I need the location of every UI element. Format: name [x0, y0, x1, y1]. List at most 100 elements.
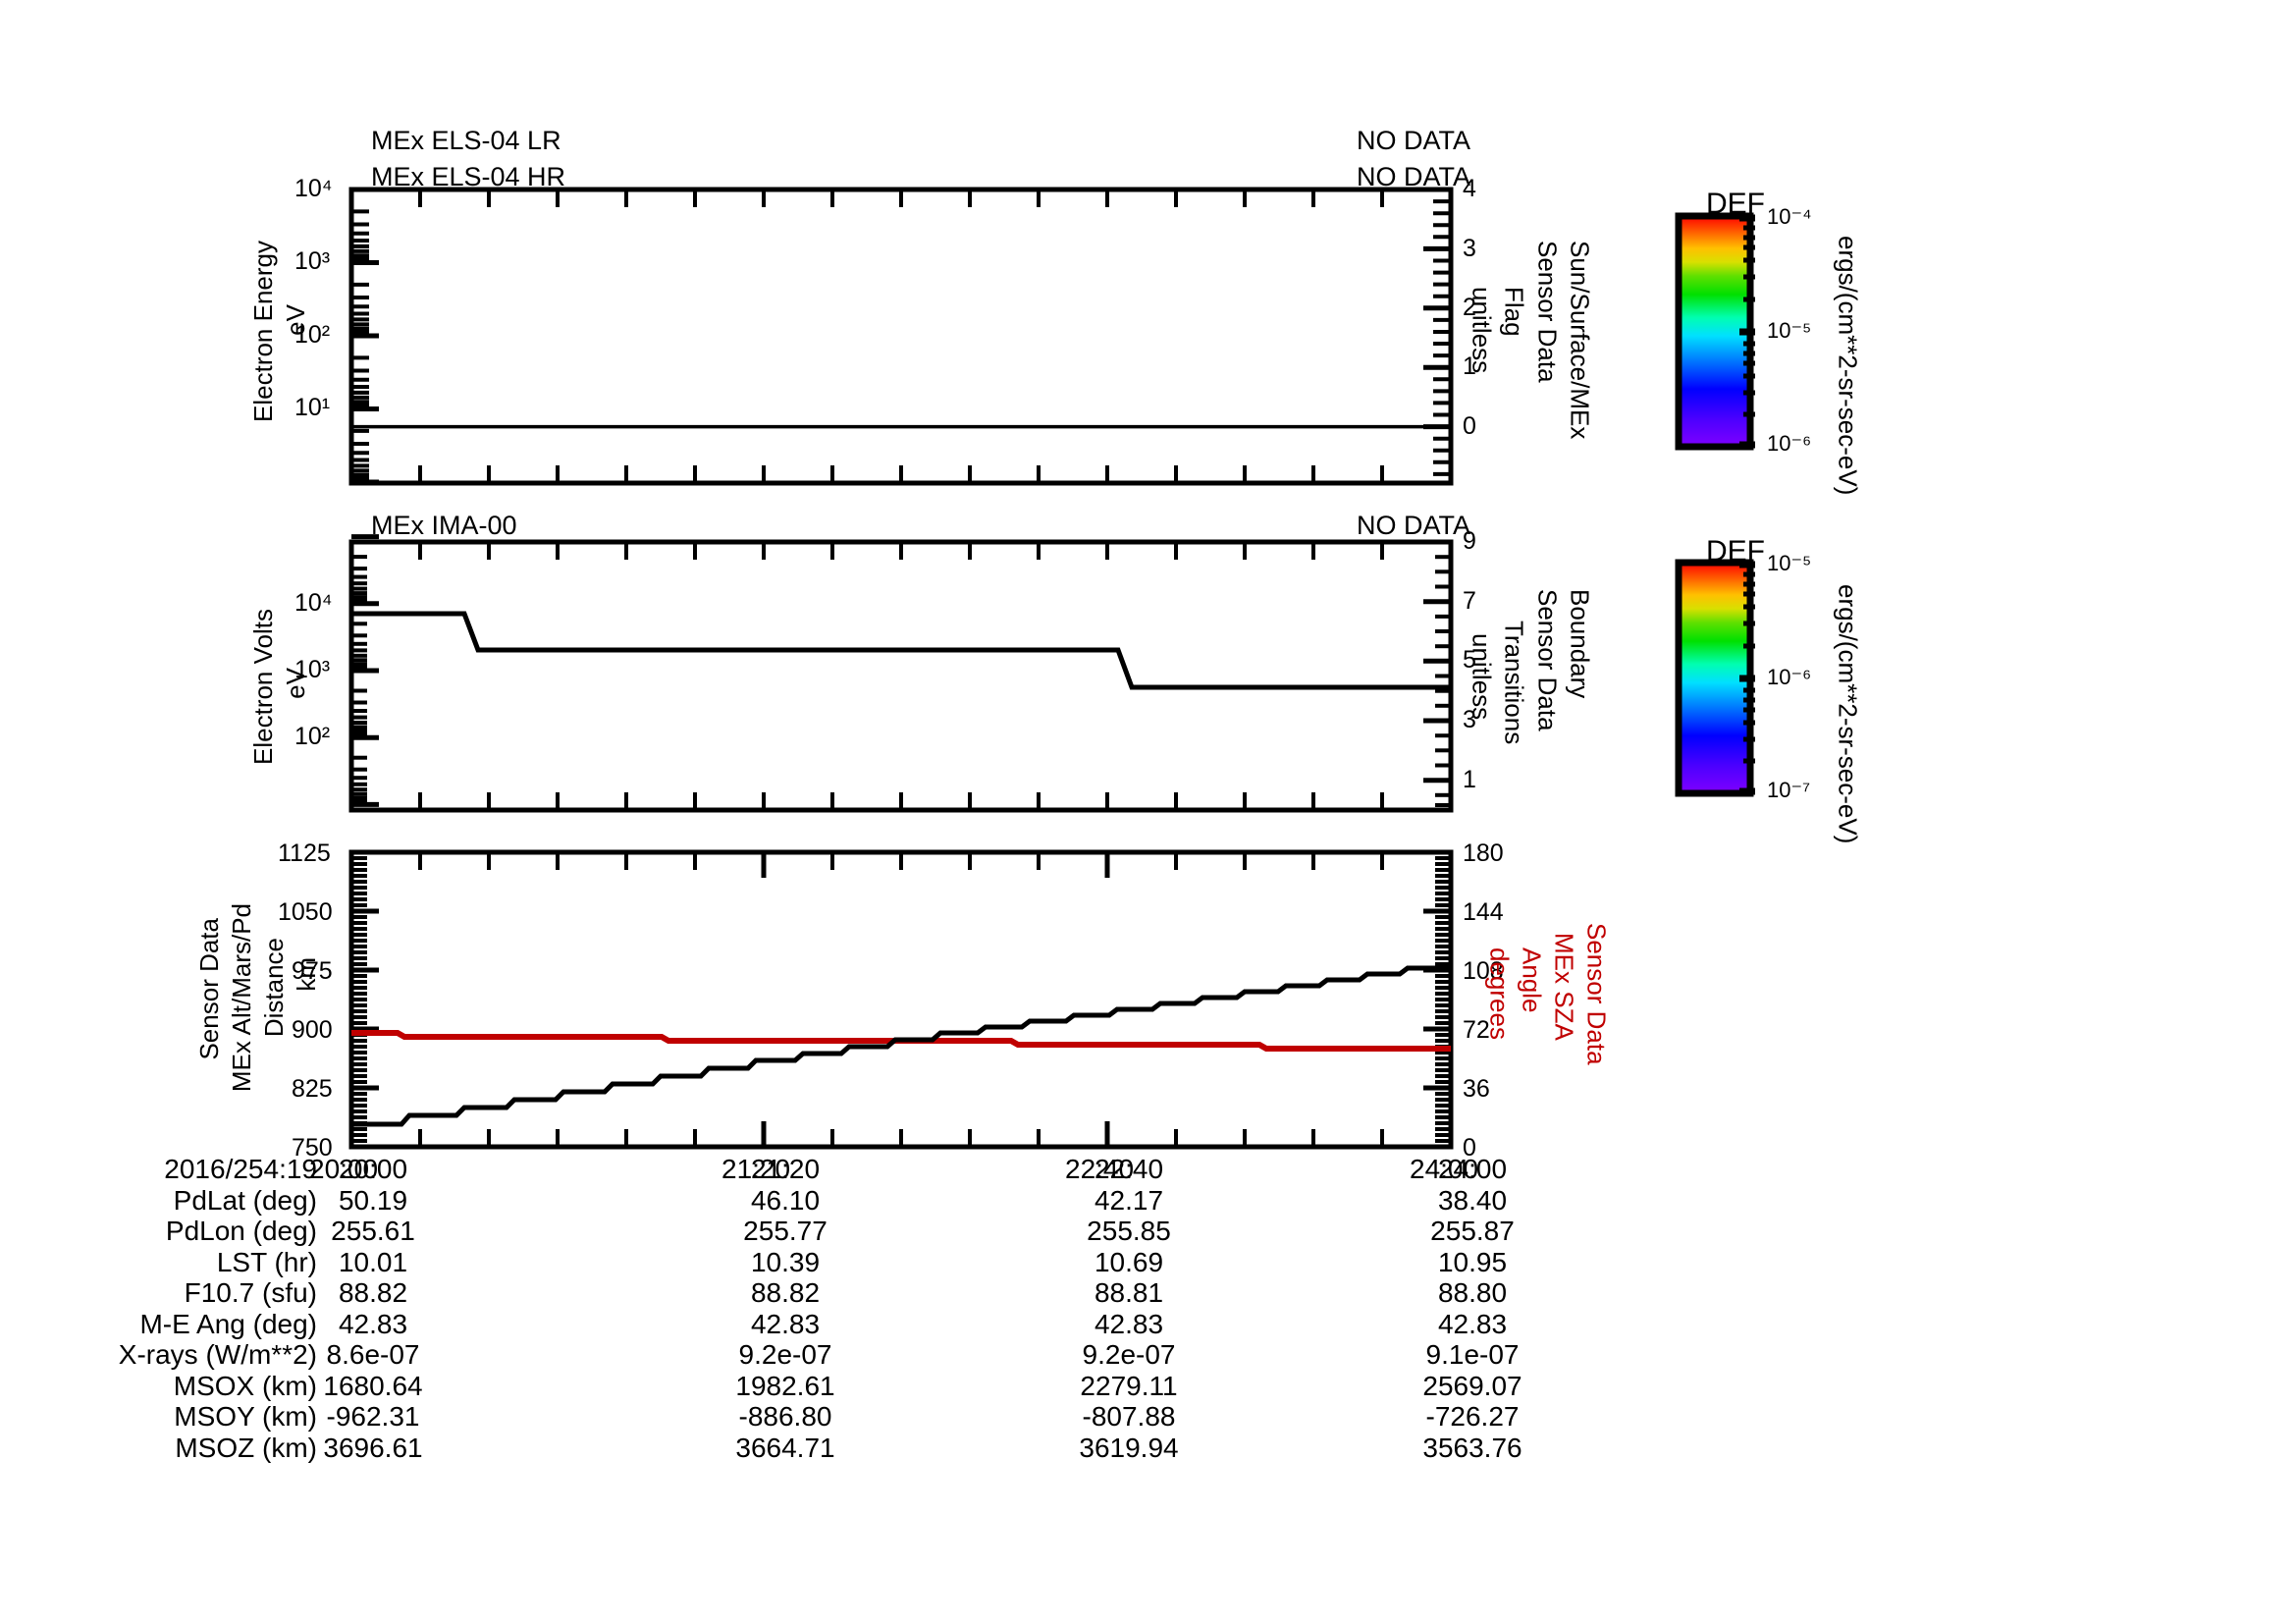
- panel-1-right-tick-label-1: 3: [1463, 235, 1476, 262]
- panel-1-right-tick-label-0: 4: [1463, 175, 1476, 202]
- panel-2-y2-title-3: unitless: [1467, 633, 1497, 721]
- table-cell: 10.95: [1437, 1246, 1508, 1277]
- table-cell: 88.81: [1094, 1277, 1164, 1308]
- colorbar-1-units: ergs/(cm**2-sr-sec-eV): [1833, 236, 1863, 496]
- panel-3-y2-title-0: Sensor Data: [1581, 923, 1612, 1065]
- table-row-label: X-rays (W/m**2): [118, 1339, 317, 1370]
- panel-1-left-tick-label-1: 10³: [294, 247, 331, 275]
- panel-2-right-minor-ticks: [1435, 555, 1451, 807]
- table-cell: 255.77: [743, 1216, 828, 1246]
- panel-1-svg: [348, 187, 1454, 486]
- table-cell: 20:00: [338, 1154, 408, 1184]
- panel-2-right-tick-label-0: 9: [1463, 527, 1476, 555]
- panel-1-left-tick-label-2: 10²: [294, 321, 331, 349]
- panel-1-y2-title-3: unitless: [1467, 287, 1497, 374]
- panel-2-svg: [348, 534, 1454, 813]
- table-row: F10.7 (sfu) 88.82 88.82 88.81 88.80: [0, 1277, 1590, 1309]
- panel-1-left-tick-label-0: 10⁴: [294, 175, 333, 202]
- table-cell: 46.10: [750, 1184, 821, 1216]
- panel-1-y2-title-2: Flag: [1499, 287, 1529, 337]
- table-cell: 10.39: [750, 1246, 821, 1277]
- colorbar-1-tick-label-1: 10⁻⁵: [1767, 318, 1812, 343]
- panel-1-left-minor-ticks: [351, 209, 369, 481]
- panel-3-y-title-2: Distance: [259, 938, 289, 1038]
- panel-1-series-label-lr: MEx ELS-04 LR: [371, 126, 561, 155]
- panel-2-top-ticks: [418, 542, 1384, 560]
- panel-3-y-title-1: MEx Alt/Mars/Pd: [227, 903, 256, 1093]
- panel-1-y2-axis-title-line-3: unitless: [1467, 287, 1497, 374]
- panel-2-series-label: MEx IMA-00: [371, 511, 517, 540]
- colorbar-1-units-text: ergs/(cm**2-sr-sec-eV): [1833, 236, 1863, 496]
- panel-2-right-tick-label-2: 5: [1463, 646, 1476, 674]
- table-cell: 10.69: [1094, 1246, 1164, 1277]
- panel-1-y2-title-1: Sun/Surface/MEx: [1565, 241, 1595, 440]
- panel-3-altitude-trace: [351, 965, 1451, 1127]
- panel-3-left-tick-label-5: 750: [292, 1134, 333, 1162]
- table-cell: 88.82: [750, 1277, 821, 1308]
- panel-3-y2-axis-title-line-1: MEx SZA: [1549, 933, 1578, 1041]
- table-cell: 3696.61: [323, 1432, 423, 1463]
- panel-3-y-axis-title-line-0: Sensor Data: [194, 918, 224, 1060]
- table-row: MSOZ (km) 3696.61 3664.71 3619.94 3563.7…: [0, 1433, 1590, 1464]
- x-tick-label-1: 21:20: [721, 1154, 791, 1184]
- table-cell: 22:40: [1094, 1154, 1164, 1184]
- table-row: X-rays (W/m**2) 8.6e-07 9.2e-07 9.2e-07 …: [0, 1339, 1590, 1371]
- panel-1-y2-title-0: Sensor Data: [1532, 241, 1563, 383]
- table-cell: 2279.11: [1080, 1370, 1178, 1401]
- panel-1-series-label-hr: MEx ELS-04 HR: [371, 162, 566, 191]
- panel-2-left-tick-label-1: 10³: [294, 656, 331, 683]
- table-cell: 8.6e-07: [326, 1339, 420, 1370]
- table-cell: 38.40: [1437, 1184, 1508, 1216]
- panel-3-y-axis-title-line-3: km: [292, 957, 321, 992]
- panel-2-nodata: NO DATA: [1357, 511, 1471, 540]
- panel-2-y2-title-0: Sensor Data: [1532, 589, 1563, 731]
- panel-3-y2-title-3: degrees: [1484, 947, 1515, 1040]
- table-cell: 42.83: [1437, 1308, 1508, 1339]
- table-row-label: MSOY (km): [174, 1401, 317, 1432]
- panel-2-left-ticks: [351, 534, 379, 807]
- colorbar-2-svg: [1675, 559, 1755, 797]
- panel-3-left-tick-label-2: 975: [292, 957, 333, 985]
- table-row-label: PdLat (deg): [173, 1184, 317, 1216]
- panel-3-left-tick-label-3: 900: [292, 1016, 333, 1044]
- table-cell: 88.82: [338, 1277, 408, 1308]
- table-cell: -807.88: [1082, 1401, 1176, 1432]
- panel-3: 1125 1050 975 900 825 750 180 144 108 72…: [194, 839, 1612, 1162]
- panel-3-y2-axis-title-line-2: Angle: [1517, 947, 1547, 1013]
- panel-2-right-tick-label-1: 7: [1463, 587, 1476, 615]
- panel-1-right-minor-ticks: [1433, 199, 1451, 476]
- panel-1-top-ticks: [418, 189, 1384, 207]
- table-cell: 3563.76: [1422, 1432, 1522, 1463]
- table-cell: -886.80: [738, 1401, 832, 1432]
- panel-3-y2-title-2: Angle: [1517, 947, 1547, 1013]
- table-row-label: MSOZ (km): [175, 1432, 317, 1463]
- panel-1-right-tick-label-3: 1: [1463, 352, 1476, 380]
- panel-3-svg: [348, 849, 1454, 1150]
- panel-3-left-ticks: [351, 849, 379, 1150]
- panel-2-y2-axis-title-line-1: Boundary: [1565, 589, 1594, 698]
- panel-3-right-minor-ticks: [1435, 856, 1451, 1143]
- panel-3-y2-axis-title-line-3: degrees: [1484, 947, 1515, 1040]
- colorbar-2-ticks: [1739, 561, 1755, 795]
- panel-2: MEx IMA-00 NO DATA 10⁴ 10³ 10² 9 7 5 3 1…: [248, 511, 1594, 813]
- panel-3-y-title-0: Sensor Data: [194, 918, 224, 1060]
- table-cell: -962.31: [326, 1401, 420, 1432]
- table-cell: 255.61: [331, 1216, 415, 1246]
- panel-3-left-tick-label-4: 825: [292, 1075, 333, 1103]
- panel-2-left-tick-label-2: 10²: [294, 723, 331, 750]
- panel-1-right-tick-label-4: 0: [1463, 412, 1476, 440]
- panel-2-left-tick-label-0: 10⁴: [294, 589, 333, 617]
- table-cell: 255.87: [1430, 1216, 1515, 1246]
- table-row: PdLat (deg) 50.19 46.10 42.17 38.40: [0, 1185, 1590, 1217]
- table-cell: 42.17: [1094, 1184, 1164, 1216]
- panel-2-bottom-ticks: [418, 792, 1384, 810]
- panel-3-top-ticks: [418, 852, 1384, 878]
- panel-2-boundary-trace: [351, 611, 1451, 690]
- panel-1-bottom-ticks: [418, 465, 1384, 483]
- table-cell: 255.85: [1087, 1216, 1171, 1246]
- table-cell: 21:20: [750, 1154, 821, 1184]
- panel-2-y2-axis-title-line-3: unitless: [1467, 633, 1497, 721]
- colorbar-2-units-text: ergs/(cm**2-sr-sec-eV): [1833, 584, 1863, 844]
- table-cell: 50.19: [338, 1184, 408, 1216]
